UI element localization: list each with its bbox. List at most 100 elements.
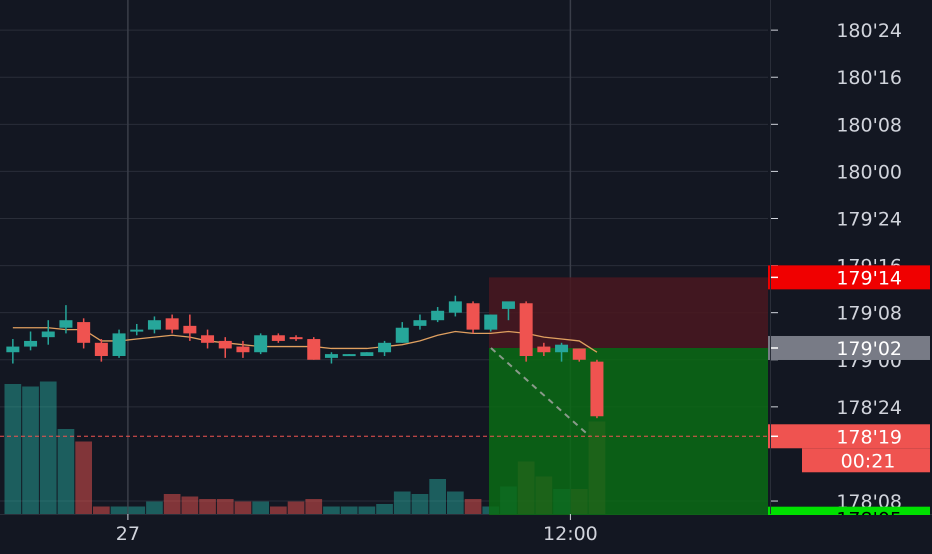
candle [555, 342, 569, 362]
take-profit-zone [488, 347, 768, 519]
candle [218, 337, 232, 358]
candles [6, 295, 604, 419]
candle-body [41, 331, 55, 338]
candle-body [59, 320, 73, 328]
volume-bar [4, 384, 22, 514]
candle [572, 348, 586, 362]
time-axis[interactable]: 27 12:00 [0, 514, 932, 550]
volume-bar [376, 504, 393, 514]
candle-body [395, 327, 409, 343]
volume-bar [287, 501, 305, 514]
candle [94, 339, 108, 362]
volume-bar [57, 429, 75, 514]
price-tick-label: 178'24 [836, 397, 902, 419]
candle-body [24, 340, 38, 347]
candle [537, 342, 551, 356]
candle-body [519, 303, 533, 356]
volume-bar [75, 441, 92, 514]
volume-bar [323, 506, 340, 514]
candle [307, 337, 321, 360]
candle-body [501, 301, 515, 309]
candle [431, 307, 445, 323]
price-tick-label: 179'24 [836, 208, 902, 230]
volume-bar [340, 506, 358, 514]
trade-path-line [490, 347, 591, 438]
current-price-badge-bg [768, 424, 930, 449]
volume-bar [358, 506, 376, 514]
countdown-badge-bg [802, 448, 930, 473]
candle [466, 301, 480, 334]
candle-body [590, 361, 604, 417]
candle-body [413, 320, 427, 326]
candle-body [572, 348, 586, 360]
candle-body [484, 314, 498, 330]
candle-body [165, 318, 179, 330]
candle [519, 301, 533, 362]
candle-body [6, 346, 20, 353]
candle [395, 322, 409, 343]
time-axis-bg [0, 515, 932, 550]
volume-bar [252, 501, 269, 514]
stop-price-badge-label: 179'14 [836, 267, 902, 289]
candle [183, 314, 197, 341]
candle-body [112, 333, 126, 356]
volume-bar [146, 501, 163, 514]
candle [201, 329, 215, 349]
candle-body [342, 354, 356, 357]
candle [6, 339, 20, 364]
price-tick-label: 180'08 [836, 114, 902, 136]
volume-bar [393, 491, 411, 514]
volume-bar [199, 499, 216, 514]
volume-bar [128, 506, 146, 514]
candle-body [271, 335, 285, 341]
current-price-badge: 178'19 [768, 424, 930, 449]
time-tick-label: 12:00 [543, 523, 598, 545]
candle [147, 316, 161, 334]
candle-body [183, 325, 197, 334]
candle [130, 323, 144, 336]
candle [112, 329, 126, 358]
entry-price-badge-label: 179'02 [836, 338, 902, 360]
candle [59, 305, 73, 334]
candle [236, 340, 250, 358]
volume-bar [216, 499, 234, 514]
candle-body [431, 310, 445, 321]
candle-body [324, 354, 338, 358]
entry-price-badge: 179'02 [768, 335, 930, 360]
entry-price-badge-bg [768, 335, 930, 360]
candle-body [236, 346, 250, 353]
countdown-label: 00:21 [841, 450, 896, 472]
candle-body [307, 339, 321, 360]
candle [360, 352, 374, 356]
time-tick-label: 27 [116, 523, 140, 545]
volume-bar [305, 499, 323, 514]
candle-body [448, 301, 462, 313]
candle-body [130, 329, 144, 332]
candle-body [555, 344, 569, 353]
volume-bar [22, 386, 39, 514]
price-tick-label: 180'24 [836, 20, 902, 42]
volume-bar [411, 494, 429, 514]
candle-body [147, 320, 161, 330]
stop-loss-zone [488, 277, 768, 348]
candle-body [360, 352, 374, 356]
position-zones[interactable] [0, 277, 768, 519]
candle-body [94, 342, 108, 356]
price-axis[interactable]: 180'24180'16180'08180'00179'24179'16179'… [768, 0, 932, 531]
volume-bar [39, 381, 57, 514]
candle [448, 295, 462, 317]
current-price-badge-label: 178'19 [836, 426, 902, 448]
volume-bar [447, 491, 464, 514]
candle [590, 359, 604, 419]
candle-body [254, 335, 268, 353]
volume-bar [93, 506, 110, 514]
candle [378, 340, 392, 356]
candle [165, 314, 179, 334]
candle-body [378, 342, 392, 353]
candle [413, 314, 427, 330]
volume-bar [234, 501, 252, 514]
price-tick-label: 180'00 [836, 161, 902, 183]
stop-price-badge-bg [768, 265, 930, 290]
